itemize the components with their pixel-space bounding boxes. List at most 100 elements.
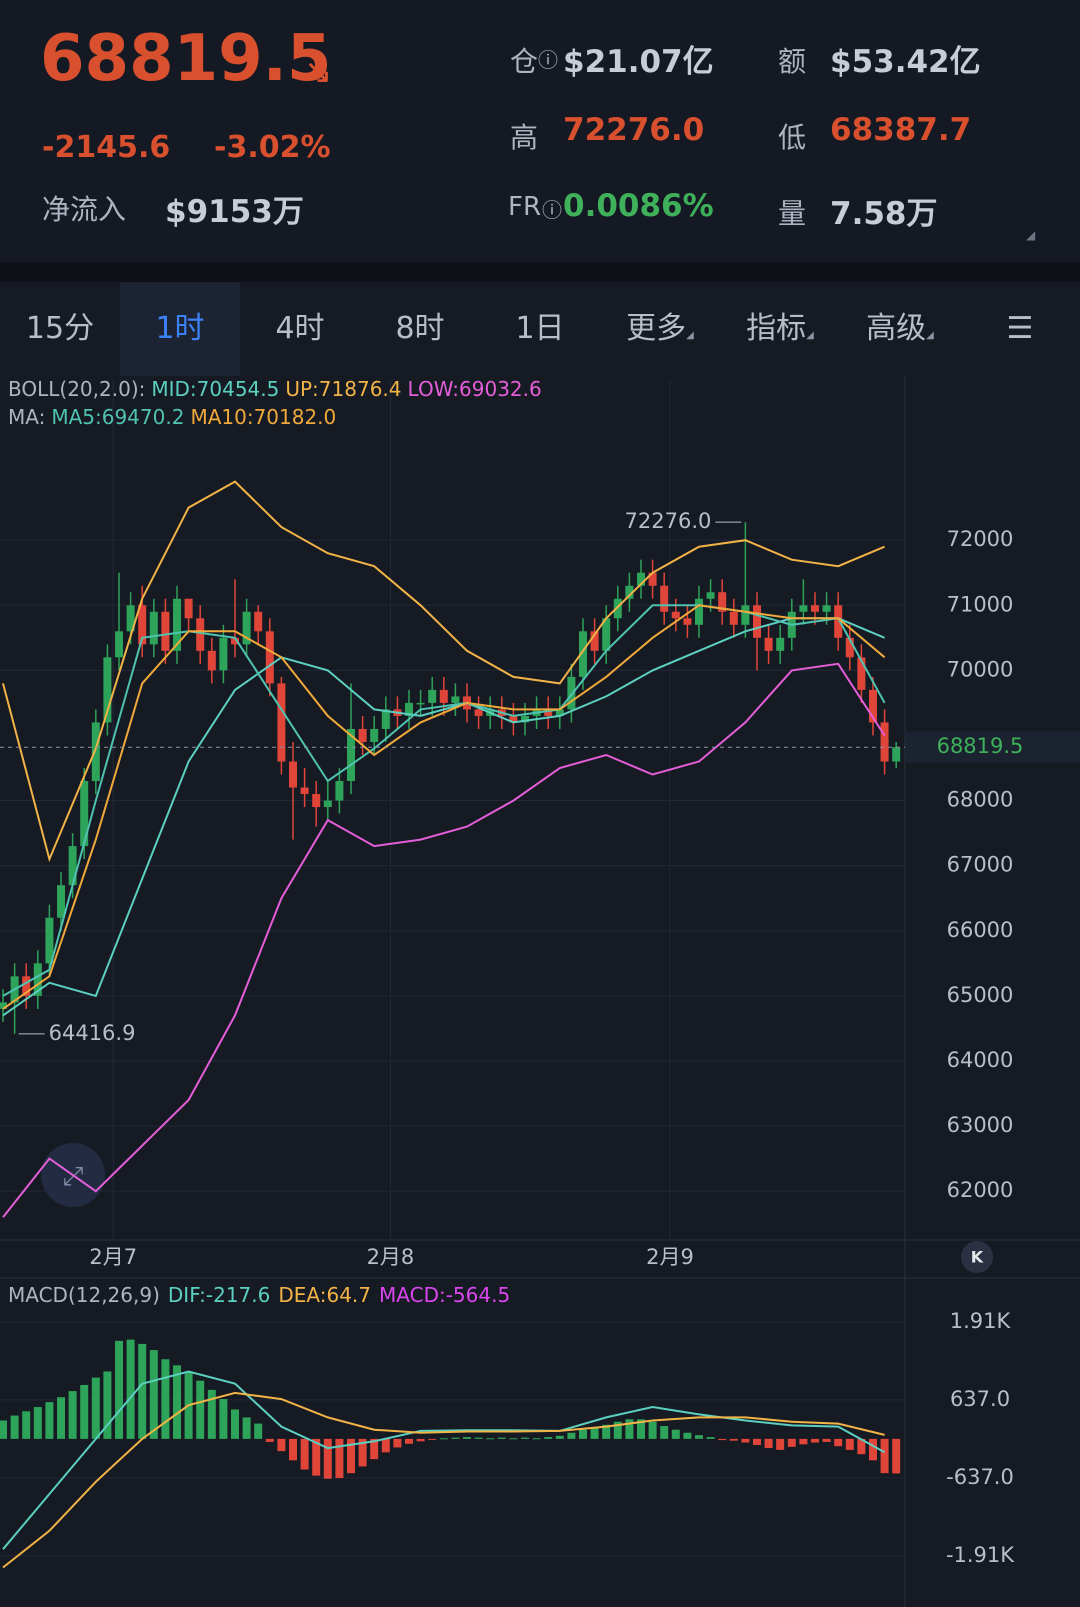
x-tick-label: 2月7 [89, 1245, 137, 1269]
macd-bar [231, 1409, 240, 1439]
macd-bar [787, 1438, 796, 1447]
inflow-label: 净流入 [42, 193, 127, 226]
reset-icon[interactable]: K [971, 1248, 984, 1267]
macd-bar [33, 1407, 42, 1439]
settings-button[interactable]: ☰ [1006, 311, 1034, 346]
info-icon[interactable]: ⓘ [542, 198, 562, 222]
macd-bar [810, 1438, 819, 1443]
macd-bar [115, 1340, 124, 1439]
interval-tab[interactable]: 15分 [25, 311, 95, 346]
candle-body [358, 728, 367, 742]
macd-bar [694, 1435, 703, 1439]
candle-body [660, 585, 669, 612]
candle-body [718, 592, 727, 612]
candle-body [126, 605, 135, 632]
candle-body [741, 605, 750, 625]
candle-body [80, 781, 89, 847]
macd-bar [683, 1432, 692, 1439]
interval-tab[interactable]: 1时 [120, 282, 240, 376]
candle-body [207, 650, 216, 671]
legend-title: MA: [8, 405, 45, 429]
candle-body [289, 761, 298, 788]
candle-body [103, 657, 112, 723]
volume-label: 量 [778, 197, 807, 230]
indicator-legend: BOLL(20,2.0): MID:70454.5 UP:71876.4 LOW:69… [8, 377, 542, 401]
macd-bar [347, 1438, 356, 1474]
last-price-label: 68819.5 [937, 734, 1024, 758]
candle-body [68, 846, 77, 886]
dropdown-caret: ◢ [926, 330, 934, 341]
candle-body [857, 657, 866, 690]
y-tick-label: 72000 [947, 527, 1014, 551]
candle-body [0, 1002, 8, 1009]
candle-body [22, 976, 31, 996]
candle-body [544, 709, 553, 716]
macd-bar [660, 1426, 669, 1439]
macd-bar [555, 1435, 564, 1439]
interval-tab[interactable]: 1日 [515, 311, 565, 346]
candle-body [845, 637, 854, 658]
expand-corner[interactable]: ◢ [1026, 228, 1036, 242]
macd-bar [822, 1438, 831, 1442]
macd-bar [532, 1438, 541, 1440]
candle-body [416, 702, 425, 705]
macd-bar [207, 1389, 216, 1439]
macd-bar [254, 1423, 263, 1439]
legend-entry: DEA:64.7 [278, 1283, 371, 1307]
info-icon[interactable]: ⓘ [538, 48, 558, 72]
fr-value: 0.0086% [563, 188, 714, 224]
candle-body [300, 787, 309, 795]
volume-value: 7.58万 [830, 196, 938, 232]
macd-bar [845, 1438, 854, 1450]
legend-title: BOLL(20,2.0): [8, 377, 145, 401]
candle-body [613, 598, 622, 619]
candle-body [752, 605, 761, 638]
macd-bar [381, 1438, 390, 1453]
y-tick-label: 66000 [947, 918, 1014, 942]
candle-body [381, 709, 390, 729]
candle-body [219, 637, 228, 671]
macd-bar [741, 1438, 750, 1443]
candle-body [161, 611, 170, 651]
macd-bar [520, 1437, 529, 1439]
indicator-line [2, 480, 885, 863]
candle-body [265, 631, 274, 684]
zoom-icon[interactable]: ⤢ [63, 1162, 84, 1192]
candle-body [834, 605, 843, 638]
interval-tab[interactable]: 高级◢ [866, 311, 934, 346]
high-label: 高 [510, 121, 539, 154]
y-tick-label: -1.91K [946, 1543, 1015, 1567]
candle-body [822, 605, 831, 612]
macd-legend: MACD(12,26,9) DIF:-217.6 DEA:64.7 MACD:-564… [8, 1283, 510, 1307]
price-change: -2145.6 [42, 130, 171, 165]
macd-bar [265, 1438, 274, 1442]
y-tick-label: 64000 [947, 1048, 1014, 1072]
macd-bar [834, 1438, 843, 1447]
macd-bar [196, 1380, 205, 1439]
interval-tab[interactable]: 指标◢ [746, 311, 814, 346]
macd-bar [428, 1438, 437, 1440]
macd-bar [718, 1438, 727, 1441]
candle-body [439, 689, 448, 703]
interval-tab[interactable]: 更多◢ [626, 311, 694, 346]
reset-button[interactable] [961, 1241, 993, 1273]
candle-body [451, 696, 460, 703]
macd-bar [0, 1420, 8, 1439]
candle-body [799, 605, 808, 612]
interval-tab[interactable]: 4时 [275, 311, 325, 346]
candle-body [91, 722, 100, 782]
legend-entry: LOW:69032.6 [408, 377, 542, 401]
y-tick-label: 65000 [947, 983, 1014, 1007]
macd-bar [173, 1365, 182, 1439]
macd-bar [10, 1415, 19, 1439]
indicator-line [2, 1391, 885, 1569]
oi-value: $21.07亿 [563, 44, 714, 80]
dropdown-caret: ◢ [806, 330, 814, 341]
y-tick-label: 62000 [947, 1178, 1014, 1202]
candle-body [602, 618, 611, 651]
interval-tab[interactable]: 8时 [395, 311, 445, 346]
macd-bar [91, 1377, 100, 1439]
candle-body [764, 637, 773, 651]
indicator-legend: MA: MA5:69470.2 MA10:70182.0 [8, 405, 336, 429]
